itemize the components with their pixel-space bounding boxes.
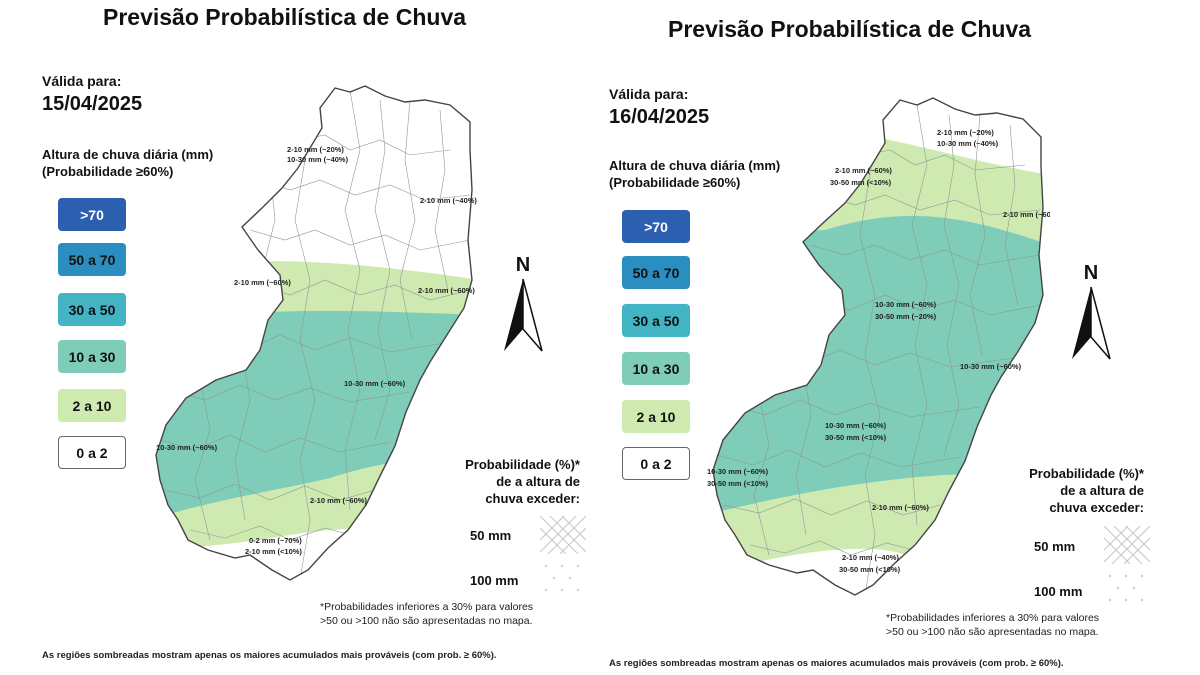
footnote-line1: *Probabilidades inferiores a 30% para va… — [886, 612, 1100, 624]
map-label: 2-10 mm (~60%) — [310, 496, 367, 505]
map-label: 10-30 mm (~60%) — [875, 300, 937, 309]
probability-legend-title: Probabilidade (%)* de a altura de chuva … — [430, 456, 580, 507]
municipal-borders — [716, 104, 1041, 595]
footnote-line2: >50 ou >100 não são apresentadas no mapa… — [886, 626, 1099, 638]
prob-title-line2: de a altura de — [1060, 483, 1144, 498]
map-label: 10-30 mm (~60%) — [156, 443, 218, 452]
valid-for-label: Válida para: — [609, 86, 689, 102]
map-label: 2-10 mm (~60%) — [1003, 210, 1050, 219]
prob-label-100mm: 100 mm — [1034, 584, 1083, 599]
hatch-pattern-50mm — [1104, 526, 1150, 564]
legend-item-gt70: >70 — [58, 198, 126, 231]
map-label: 2-10 mm (~40%) — [842, 553, 899, 562]
map-label: 30-50 mm (<10%) — [707, 479, 769, 488]
map-label: 10-30 mm (~40%) — [287, 155, 349, 164]
north-label: N — [515, 254, 531, 276]
map-label: 10-30 mm (~60%) — [960, 362, 1022, 371]
map-label: 30-50 mm (~20%) — [875, 312, 937, 321]
prob-label-50mm: 50 mm — [1034, 539, 1076, 554]
state-outline — [155, 85, 473, 581]
map-label: 10-30 mm (~60%) — [344, 379, 406, 388]
prob-title-line3: chuva exceder: — [1049, 500, 1144, 515]
north-arrow-icon — [1072, 286, 1111, 360]
legend-item-30-50: 30 a 50 — [58, 293, 126, 326]
map-label: 2-10 mm (~60%) — [234, 278, 291, 287]
map-label: 2-10 mm (~40%) — [420, 196, 477, 205]
north-arrow: N — [500, 254, 546, 358]
map-label: 10-30 mm (~60%) — [825, 421, 887, 430]
legend-title: Altura de chuva diária (mm) (Probabilida… — [609, 157, 780, 191]
legend-item-50-70: 50 a 70 — [58, 243, 126, 276]
map-label: 2-10 mm (~60%) — [418, 286, 475, 295]
forecast-panel-day2: Previsão Probabilística de Chuva Válida … — [600, 0, 1200, 675]
footnote-line1: *Probabilidades inferiores a 30% para va… — [320, 601, 534, 613]
map-label: 30-50 mm (<10%) — [830, 178, 892, 187]
footnote: *Probabilidades inferiores a 30% para va… — [886, 611, 1099, 639]
legend-item-2-10: 2 a 10 — [58, 389, 126, 422]
north-arrow-icon — [504, 278, 543, 352]
legend-title-line2: (Probabilidade ≥60%) — [42, 164, 174, 179]
legend-item-10-30: 10 a 30 — [58, 340, 126, 373]
map-label: 2-10 mm (~60%) — [835, 166, 892, 175]
forecast-date: 16/04/2025 — [609, 106, 710, 128]
footer-note: As regiões sombreadas mostram apenas os … — [609, 658, 1064, 669]
legend-title-line1: Altura de chuva diária (mm) — [609, 158, 781, 173]
legend-item-0-2: 0 a 2 — [622, 447, 690, 480]
map-label: 10-30 mm (~40%) — [937, 139, 999, 148]
legend-title-line1: Altura de chuva diária (mm) — [42, 147, 214, 162]
dot-pattern-100mm — [544, 564, 580, 592]
legend-item-30-50: 30 a 50 — [622, 304, 690, 337]
prob-title-line1: Probabilidade (%)* — [1029, 466, 1144, 481]
forecast-date: 15/04/2025 — [42, 93, 143, 115]
forecast-panel-day1: Previsão Probabilística de Chuva Válida … — [42, 4, 586, 661]
north-arrow: N — [1068, 262, 1114, 366]
legend-item-gt70: >70 — [622, 210, 690, 243]
footnote-line2: >50 ou >100 não são apresentadas no mapa… — [320, 615, 533, 627]
legend-title: Altura de chuva diária (mm) (Probabilida… — [42, 146, 213, 180]
probability-legend-title: Probabilidade (%)* de a altura de chuva … — [994, 465, 1144, 516]
legend-item-0-2: 0 a 2 — [58, 436, 126, 469]
north-label: N — [1083, 262, 1099, 284]
map-label: 0-2 mm (~70%) — [249, 536, 302, 545]
prob-title-line3: chuva exceder: — [485, 491, 580, 506]
hatch-pattern-50mm — [540, 516, 586, 554]
panel-title: Previsão Probabilística de Chuva — [668, 16, 1032, 42]
map-label: 30-50 mm (<10%) — [825, 433, 887, 442]
legend-title-line2: (Probabilidade ≥60%) — [609, 175, 741, 190]
valid-for-label: Válida para: — [42, 73, 122, 89]
prob-title-line2: de a altura de — [496, 474, 580, 489]
prob-label-50mm: 50 mm — [470, 528, 512, 543]
dot-pattern-100mm — [1108, 574, 1144, 602]
map-label: 2-10 mm (~60%) — [872, 503, 929, 512]
rainfall-map: 2-10 mm (~20%) 10-30 mm (~40%) 2-10 mm (… — [707, 97, 1050, 596]
footer-note: As regiões sombreadas mostram apenas os … — [42, 650, 497, 661]
panel-title: Previsão Probabilística de Chuva — [103, 4, 467, 30]
footnote: *Probabilidades inferiores a 30% para va… — [320, 600, 533, 628]
legend-item-2-10: 2 a 10 — [622, 400, 690, 433]
legend-item-10-30: 10 a 30 — [622, 352, 690, 385]
rainfall-map: 2-10 mm (~20%) 10-30 mm (~40%) 2-10 mm (… — [155, 85, 477, 581]
state-outline — [712, 97, 1044, 596]
map-label: 10-30 mm (~60%) — [707, 467, 769, 476]
map-label: 2-10 mm (~20%) — [287, 145, 344, 154]
map-label: 30-50 mm (<10%) — [839, 565, 901, 574]
legend-item-50-70: 50 a 70 — [622, 256, 690, 289]
municipal-borders — [159, 89, 471, 580]
map-label: 2-10 mm (~20%) — [937, 128, 994, 137]
prob-label-100mm: 100 mm — [470, 573, 519, 588]
prob-title-line1: Probabilidade (%)* — [465, 457, 580, 472]
map-label: 2-10 mm (<10%) — [245, 547, 302, 556]
